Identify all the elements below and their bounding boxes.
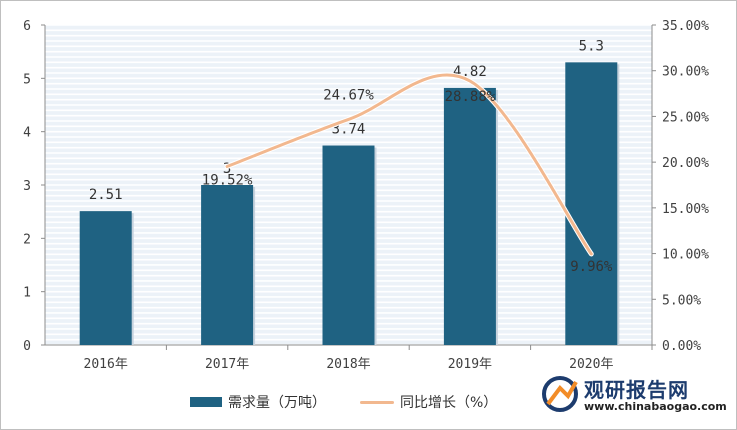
bar-value-label: 5.3 <box>579 38 604 54</box>
left-tick-label: 6 <box>23 19 31 34</box>
legend-bar-label: 需求量（万吨） <box>228 395 326 411</box>
line-value-label: 24.67% <box>323 87 374 103</box>
line-value-label: 9.96% <box>570 259 613 275</box>
right-tick-label: 25.00% <box>662 110 709 125</box>
line-series <box>225 73 593 256</box>
bar <box>79 211 132 345</box>
x-tick-label: 2016年 <box>84 357 128 372</box>
left-tick-label: 4 <box>23 126 31 141</box>
legend-line-label: 同比增长（%） <box>400 395 498 411</box>
right-tick-label: 20.00% <box>662 156 709 171</box>
legend: 需求量（万吨） 同比增长（%） <box>190 388 531 416</box>
legend-item-line: 同比增长（%） <box>360 392 497 412</box>
left-tick-label: 2 <box>23 232 31 247</box>
right-tick-label: 15.00% <box>662 202 709 217</box>
logo-icon <box>542 376 578 412</box>
logo-url: www.chinabaogao.com <box>584 400 727 413</box>
legend-line-swatch <box>360 400 394 404</box>
bar <box>322 145 375 345</box>
bar-value-label: 2.51 <box>89 187 123 203</box>
left-tick-label: 1 <box>23 286 31 301</box>
x-tick-label: 2018年 <box>326 357 370 372</box>
bar-value-label: 3.74 <box>332 122 366 138</box>
left-tick-label: 5 <box>23 72 31 87</box>
bar <box>201 185 254 345</box>
legend-item-bar: 需求量（万吨） <box>190 392 326 412</box>
x-tick-label: 2020年 <box>569 357 613 372</box>
right-tick-label: 5.00% <box>662 293 701 308</box>
right-tick-label: 30.00% <box>662 65 709 80</box>
right-tick-label: 10.00% <box>662 248 709 263</box>
x-tick-label: 2019年 <box>448 357 492 372</box>
left-tick-label: 3 <box>23 179 31 194</box>
watermark-logo: 观研报告网 www.chinabaogao.com <box>540 372 730 420</box>
bar <box>565 62 618 345</box>
line-value-label: 28.88% <box>445 89 496 105</box>
bar <box>443 87 496 345</box>
left-tick-label: 0 <box>23 339 31 354</box>
x-tick-label: 2017年 <box>205 357 249 372</box>
line-value-label: 19.52% <box>202 173 253 189</box>
logo-name: 观研报告网 <box>584 378 689 402</box>
right-tick-label: 35.00% <box>662 19 709 34</box>
right-tick-label: 0.00% <box>662 339 701 354</box>
legend-bar-swatch <box>190 397 222 407</box>
